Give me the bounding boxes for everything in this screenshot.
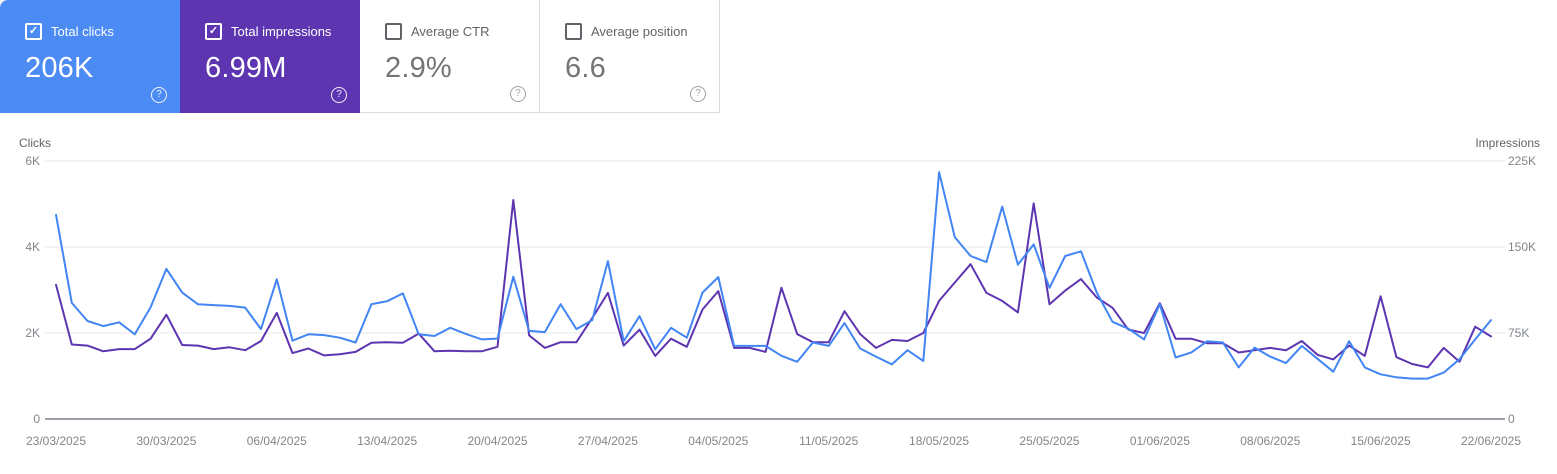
clicks-line (55, 171, 1492, 380)
checkbox-icon[interactable]: ✓ (205, 23, 222, 40)
checkbox-icon[interactable]: ✓ (25, 23, 42, 40)
metric-label: Total clicks (51, 24, 114, 39)
checkbox-icon[interactable]: ✓ (565, 23, 582, 40)
average-position-card[interactable]: ✓ Average position 6.6 ? (540, 0, 720, 113)
right-axis-tick-label: 75K (1508, 326, 1529, 340)
help-icon[interactable]: ? (151, 87, 167, 103)
date-label: 30/03/2025 (136, 434, 196, 448)
right-axis-title: Impressions (1475, 136, 1540, 150)
left-axis-tick-label: 4K (25, 240, 40, 254)
left-axis-title: Clicks (19, 136, 51, 150)
date-label: 08/06/2025 (1240, 434, 1300, 448)
right-axis-tick-label: 0 (1508, 412, 1515, 426)
left-axis-tick-label: 0 (33, 412, 40, 426)
metric-value: 6.99M (205, 52, 287, 84)
checkbox-icon[interactable]: ✓ (385, 23, 402, 40)
metric-cards: ✓ Total clicks 206K ? ✓ Total impression… (0, 0, 720, 113)
metric-value: 2.9% (385, 52, 452, 84)
right-axis-tick-label: 225K (1508, 154, 1536, 168)
date-label: 18/05/2025 (909, 434, 969, 448)
date-label: 27/04/2025 (578, 434, 638, 448)
average-ctr-card[interactable]: ✓ Average CTR 2.9% ? (360, 0, 540, 113)
total-clicks-card[interactable]: ✓ Total clicks 206K ? (0, 0, 180, 113)
metric-label: Average CTR (411, 24, 490, 39)
date-label: 20/04/2025 (468, 434, 528, 448)
date-label: 06/04/2025 (247, 434, 307, 448)
check-icon: ✓ (208, 25, 219, 37)
date-label: 11/05/2025 (799, 434, 858, 448)
impressions-line (55, 199, 1492, 369)
date-label: 25/05/2025 (1019, 434, 1079, 448)
right-axis-tick-label: 150K (1508, 240, 1536, 254)
date-label: 04/05/2025 (688, 434, 748, 448)
card-header: ✓ Average position (565, 23, 719, 40)
card-header: ✓ Average CTR (385, 23, 539, 40)
metric-value: 206K (25, 52, 94, 84)
help-icon[interactable]: ? (690, 86, 706, 102)
date-label: 13/04/2025 (357, 434, 417, 448)
date-label: 22/06/2025 (1461, 434, 1521, 448)
metric-label: Average position (591, 24, 688, 39)
left-axis-tick-label: 2K (25, 326, 40, 340)
help-icon[interactable]: ? (331, 87, 347, 103)
check-icon: ✓ (28, 25, 39, 37)
date-label: 23/03/2025 (26, 434, 86, 448)
metric-label: Total impressions (231, 24, 332, 39)
help-icon[interactable]: ? (510, 86, 526, 102)
left-axis-tick-label: 6K (25, 154, 40, 168)
date-label: 01/06/2025 (1130, 434, 1190, 448)
metric-value: 6.6 (565, 52, 606, 84)
card-header: ✓ Total clicks (25, 23, 180, 40)
total-impressions-card[interactable]: ✓ Total impressions 6.99M ? (180, 0, 360, 113)
card-header: ✓ Total impressions (205, 23, 360, 40)
date-label: 15/06/2025 (1351, 434, 1411, 448)
